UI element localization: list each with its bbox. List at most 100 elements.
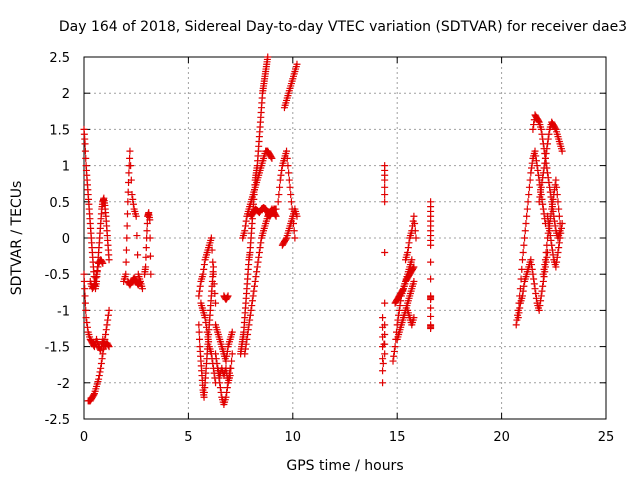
- data-point: [379, 367, 387, 375]
- data-point: [520, 282, 528, 290]
- data-point: [251, 277, 259, 285]
- data-point: [538, 178, 546, 186]
- data-point: [97, 364, 105, 372]
- data-point: [539, 270, 547, 278]
- data-point: [94, 263, 102, 271]
- y-axis-label: SDTVAR / TECUs: [9, 181, 25, 296]
- data-point: [142, 244, 150, 252]
- data-point: [538, 287, 546, 295]
- data-point: [223, 347, 231, 355]
- y-tick-label: 0.5: [49, 196, 70, 211]
- data-point: [80, 277, 88, 285]
- data-point: [143, 220, 151, 228]
- data-point: [264, 53, 272, 61]
- data-point: [212, 299, 220, 307]
- data-point: [553, 183, 561, 191]
- data-point: [537, 183, 545, 191]
- data-point: [99, 345, 107, 353]
- data-point: [253, 268, 261, 276]
- data-point: [101, 335, 109, 343]
- data-point: [520, 241, 528, 249]
- data-point: [409, 264, 417, 272]
- data-point: [132, 212, 140, 220]
- data-point: [553, 253, 561, 261]
- data-point: [122, 246, 130, 254]
- data-point: [255, 248, 263, 256]
- data-point: [381, 198, 389, 206]
- data-point: [99, 350, 107, 358]
- data-point: [267, 153, 275, 161]
- data-point: [90, 341, 98, 349]
- data-point: [427, 296, 435, 304]
- data-point: [90, 281, 98, 289]
- data-points: [80, 53, 566, 409]
- data-point: [100, 340, 108, 348]
- data-point: [379, 355, 387, 363]
- data-point: [257, 239, 265, 247]
- data-point: [543, 145, 551, 153]
- data-point: [284, 162, 292, 170]
- grid-lines: [84, 57, 606, 419]
- data-point: [553, 191, 561, 199]
- data-point: [208, 246, 216, 254]
- data-point: [224, 292, 232, 300]
- data-point: [210, 280, 218, 288]
- data-point: [129, 200, 137, 208]
- data-point: [123, 234, 131, 242]
- data-point: [545, 178, 553, 186]
- data-point: [248, 297, 256, 305]
- data-point: [123, 222, 131, 230]
- data-point: [204, 333, 212, 341]
- data-point: [268, 154, 276, 162]
- data-point: [105, 306, 113, 314]
- data-point: [549, 251, 557, 259]
- data-point: [247, 306, 255, 314]
- data-point: [537, 125, 545, 133]
- data-point: [427, 275, 435, 283]
- data-point: [102, 331, 110, 339]
- data-point: [539, 205, 547, 213]
- data-point: [555, 212, 563, 220]
- data-point: [391, 343, 399, 351]
- data-point: [81, 285, 89, 293]
- data-point: [246, 311, 254, 319]
- data-point: [527, 256, 535, 264]
- data-point: [285, 176, 293, 184]
- data-point: [146, 234, 154, 242]
- data-point: [410, 263, 418, 271]
- data-point: [411, 227, 419, 235]
- data-point: [201, 314, 209, 322]
- data-point: [104, 311, 112, 319]
- data-point: [514, 314, 522, 322]
- data-point: [521, 227, 529, 235]
- data-point: [93, 270, 101, 278]
- data-point: [196, 282, 204, 290]
- data-point: [541, 154, 549, 162]
- data-point: [276, 176, 284, 184]
- data-point: [195, 328, 203, 336]
- data-point: [272, 212, 280, 220]
- data-point: [526, 176, 534, 184]
- data-point: [529, 125, 537, 133]
- data-point: [537, 188, 545, 196]
- data-point: [545, 130, 553, 138]
- data-point: [381, 321, 389, 329]
- data-point: [555, 239, 563, 247]
- data-point: [539, 282, 547, 290]
- data-point: [535, 198, 543, 206]
- data-point: [134, 251, 142, 259]
- data-point: [95, 372, 103, 380]
- data-point: [527, 169, 535, 177]
- data-point: [125, 169, 133, 177]
- data-point: [542, 248, 550, 256]
- data-point: [427, 312, 435, 320]
- data-point: [248, 302, 256, 310]
- data-point: [525, 191, 533, 199]
- data-point: [200, 265, 208, 273]
- data-point: [209, 270, 217, 278]
- data-point: [534, 171, 542, 179]
- data-point: [213, 359, 221, 367]
- data-point: [227, 364, 235, 372]
- data-point: [282, 235, 290, 243]
- y-tick-label: 1: [62, 160, 70, 175]
